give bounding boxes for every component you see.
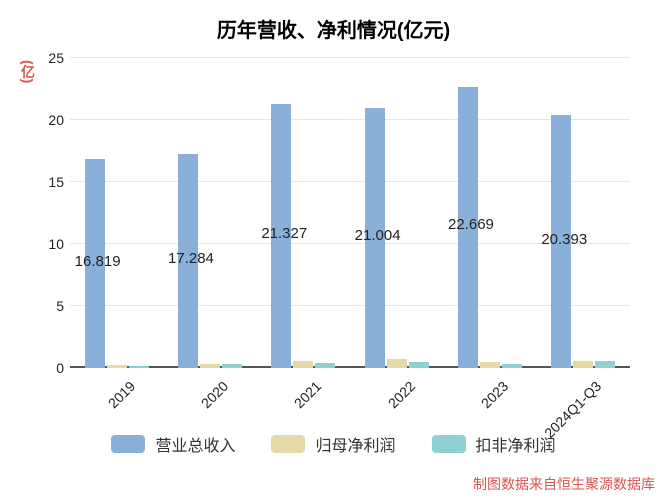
bar-group: 21.0042022 [362,58,432,368]
bar-value-label: 20.393 [541,231,587,248]
y-tick-label: 15 [48,174,70,190]
y-tick-label: 20 [48,112,70,128]
legend: 营业总收入 归母净利润 扣非净利润 [0,432,667,458]
bar-value-label: 22.669 [448,216,494,233]
x-tick-label: 2021 [281,368,324,411]
gridline [70,305,630,306]
x-tick-label: 2019 [95,368,138,411]
bar-group: 22.6692023 [455,58,525,368]
bar-value-label: 16.819 [75,253,121,270]
legend-item: 扣非净利润 [432,432,556,456]
legend-item: 营业总收入 [111,432,235,456]
chart-title: 历年营收、净利情况(亿元) [0,0,667,43]
x-tick-label: 2024Q1-Q3 [532,368,605,441]
bar [293,361,313,368]
gridline [70,57,630,58]
bar [502,364,522,368]
bar-value-label: 21.004 [355,227,401,244]
legend-item: 归母净利润 [271,432,395,456]
y-tick-label: 10 [48,236,70,252]
bar-group: 21.3272021 [268,58,338,368]
bar-group: 17.2842020 [175,58,245,368]
bar-group: 16.8192019 [82,58,152,368]
y-tick-label: 5 [56,298,70,314]
legend-label: 营业总收入 [155,432,235,456]
x-tick-label: 2020 [188,368,231,411]
y-tick-label: 0 [56,360,70,376]
y-axis-label: (亿) [18,60,38,83]
gridline [70,119,630,120]
x-tick-label: 2022 [375,368,418,411]
bar-group: 20.3932024Q1-Q3 [548,58,618,368]
bar [409,362,429,368]
legend-swatch [432,435,466,453]
gridline [70,181,630,182]
legend-label: 归母净利润 [315,432,395,456]
bar [315,363,335,368]
bar [595,361,615,368]
bar [573,361,593,368]
legend-swatch [271,435,305,453]
legend-label: 扣非净利润 [476,432,556,456]
chart-plot-area: 051015202516.819201917.284202021.3272021… [70,58,630,368]
bar [222,364,242,368]
footer-credit: 制图数据来自恒生聚源数据库 [473,474,655,494]
x-tick-label: 2023 [468,368,511,411]
bar-value-label: 17.284 [168,250,214,267]
legend-swatch [111,435,145,453]
x-axis-line [70,366,630,368]
bar-value-label: 21.327 [261,225,307,242]
y-tick-label: 25 [48,50,70,66]
bar [129,366,149,368]
